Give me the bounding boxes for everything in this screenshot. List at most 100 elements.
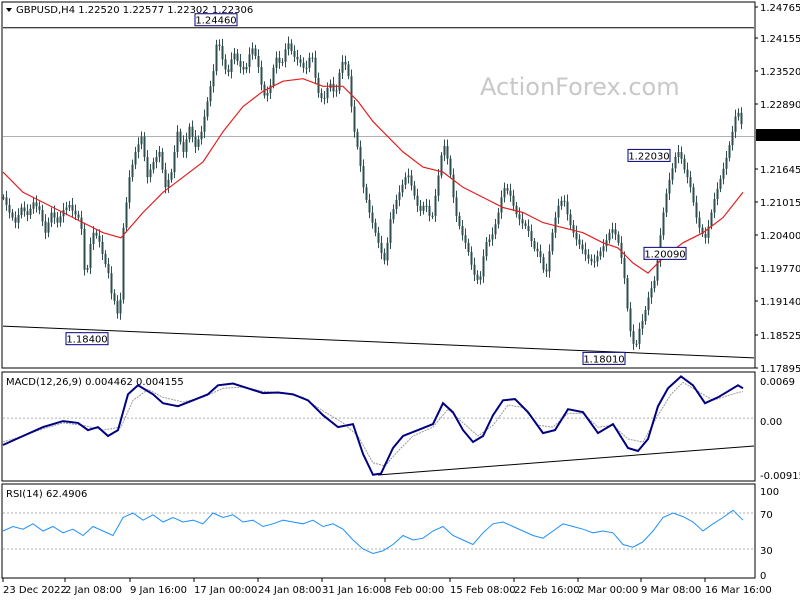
- candle-body: [491, 234, 494, 240]
- candle-body: [311, 57, 314, 59]
- candle-body: [653, 280, 656, 289]
- candle-body: [38, 206, 41, 210]
- candle-body: [683, 158, 686, 170]
- candle-body: [230, 59, 233, 72]
- macd-panel-frame: [1, 371, 756, 482]
- x-tick-label: 16 Mar 16:00: [705, 585, 772, 596]
- candle-body: [509, 190, 512, 196]
- candle-body: [554, 217, 557, 233]
- candle-body: [305, 67, 308, 69]
- candle-body: [167, 179, 170, 188]
- candle-body: [296, 56, 299, 60]
- candle-body: [458, 215, 461, 226]
- y-tick-label: 1.19140: [760, 297, 800, 308]
- candle-body: [17, 215, 20, 223]
- candle-body: [287, 43, 290, 50]
- candle-body: [638, 328, 641, 344]
- symbol-dropdown-icon[interactable]: [6, 8, 12, 12]
- candle-body: [77, 214, 80, 218]
- rsi-header: RSI(14) 62.4906: [6, 489, 87, 500]
- candle-body: [242, 66, 245, 70]
- candle-body: [641, 321, 644, 329]
- candle-body: [452, 174, 455, 198]
- candle-body: [65, 207, 68, 210]
- y-tick-label: 1.24155: [760, 34, 800, 45]
- candle-body: [440, 155, 443, 176]
- candle-body: [245, 66, 248, 70]
- candle-body: [569, 214, 572, 226]
- candle-body: [686, 169, 689, 178]
- candle-body: [275, 57, 278, 68]
- candle-body: [428, 205, 431, 216]
- candle-body: [578, 239, 581, 245]
- candle-body: [32, 202, 35, 209]
- candle-body: [527, 225, 530, 232]
- candle-body: [671, 168, 674, 180]
- candle-body: [482, 256, 485, 277]
- y-tick-label: 1.20400: [760, 231, 800, 242]
- candle-body: [206, 101, 209, 117]
- x-tick-label: 9 Mar 08:00: [641, 585, 701, 596]
- candle-body: [146, 156, 149, 178]
- candle-body: [14, 217, 17, 223]
- y-tick-label: 1.23520: [760, 67, 800, 78]
- candle-body: [188, 126, 191, 140]
- candle-body: [710, 212, 713, 227]
- candle-body: [725, 157, 728, 169]
- candle-body: [611, 229, 614, 233]
- y-tick-label: 1.21645: [760, 165, 800, 176]
- candle-body: [608, 232, 611, 241]
- candle-body: [698, 217, 701, 228]
- candle-body: [236, 53, 239, 62]
- candle-body: [41, 209, 44, 222]
- candle-body: [500, 197, 503, 213]
- candle-body: [221, 45, 224, 60]
- candle-body: [179, 131, 182, 142]
- level-label-box: [643, 246, 687, 260]
- candle-body: [572, 225, 575, 233]
- candle-body: [302, 62, 305, 68]
- candle-body: [308, 57, 311, 68]
- candle-body: [632, 331, 635, 344]
- candle-body: [524, 223, 527, 226]
- candle-body: [104, 253, 107, 265]
- candle-body: [590, 258, 593, 262]
- candle-body: [152, 162, 155, 170]
- candle-body: [503, 188, 506, 198]
- candle-body: [593, 261, 596, 263]
- candle-body: [248, 54, 251, 67]
- candle-body: [170, 172, 173, 180]
- candle-body: [587, 254, 590, 259]
- rsi-line: [2, 509, 744, 555]
- candle-body: [581, 244, 584, 250]
- candle-body: [695, 202, 698, 218]
- candle-body: [239, 61, 242, 67]
- candle-body: [116, 300, 119, 314]
- candle-body: [734, 116, 737, 132]
- candle-body: [185, 139, 188, 152]
- macd-trendline: [377, 445, 755, 476]
- candle-body: [620, 242, 623, 258]
- candle-body: [2, 197, 5, 199]
- level-label-box: [65, 332, 109, 346]
- level-label: 1.22030: [628, 151, 669, 162]
- candle-body: [269, 85, 272, 94]
- macd-signal-line: [2, 381, 744, 467]
- candle-body: [365, 187, 368, 200]
- candle-body: [392, 209, 395, 220]
- candle-body: [125, 202, 128, 228]
- candle-body: [410, 175, 413, 186]
- candle-body: [23, 207, 26, 212]
- candle-body: [665, 193, 668, 213]
- macd-main-line: [2, 375, 744, 476]
- macd-y-tick-label: -0.009158: [760, 471, 800, 482]
- candle-body: [71, 204, 74, 211]
- candle-body: [650, 288, 653, 298]
- candle-body: [689, 177, 692, 188]
- candle-body: [461, 225, 464, 236]
- candle-body: [674, 156, 677, 169]
- candle-body: [326, 87, 329, 99]
- candle-body: [284, 49, 287, 62]
- candle-body: [44, 221, 47, 233]
